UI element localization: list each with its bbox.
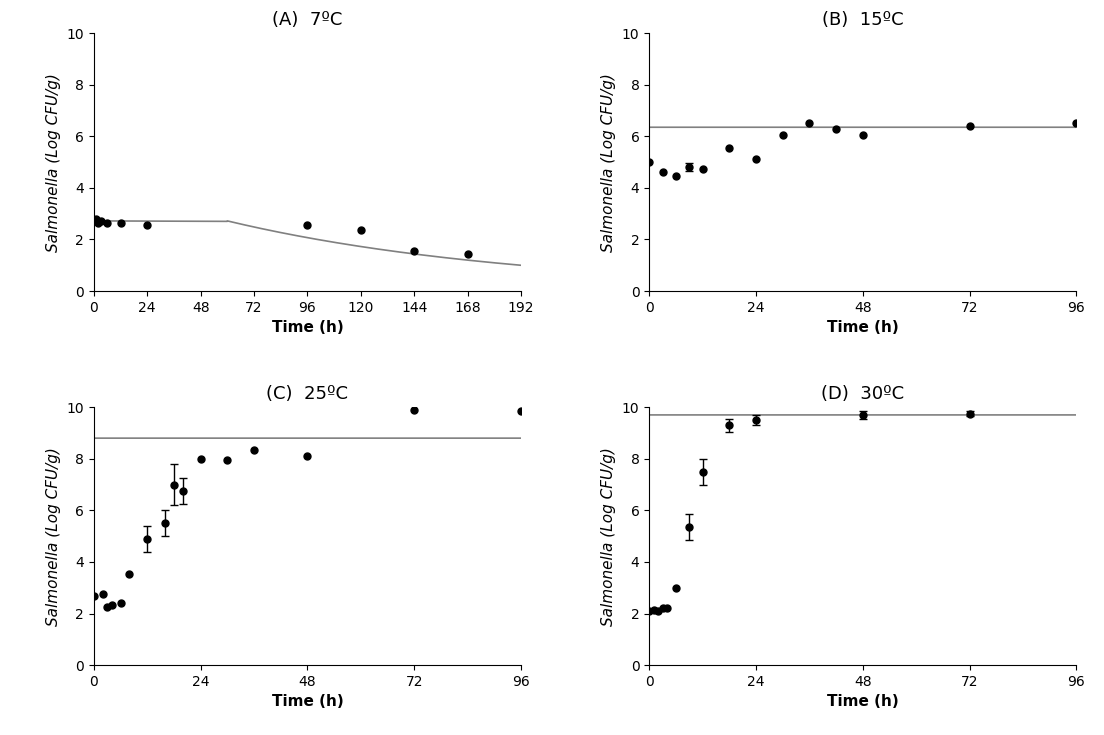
X-axis label: Time (h): Time (h) [827,320,899,335]
Y-axis label: Salmonella (Log CFU/g): Salmonella (Log CFU/g) [602,447,616,625]
Title: (A)  7ºC: (A) 7ºC [273,11,342,29]
Title: (D)  30ºC: (D) 30ºC [821,385,904,403]
X-axis label: Time (h): Time (h) [272,320,343,335]
Title: (C)  25ºC: (C) 25ºC [266,385,349,403]
Y-axis label: Salmonella (Log CFU/g): Salmonella (Log CFU/g) [46,73,61,251]
X-axis label: Time (h): Time (h) [272,695,343,709]
Title: (B)  15ºC: (B) 15ºC [822,11,903,29]
X-axis label: Time (h): Time (h) [827,695,899,709]
Y-axis label: Salmonella (Log CFU/g): Salmonella (Log CFU/g) [602,73,616,251]
Y-axis label: Salmonella (Log CFU/g): Salmonella (Log CFU/g) [46,447,61,625]
